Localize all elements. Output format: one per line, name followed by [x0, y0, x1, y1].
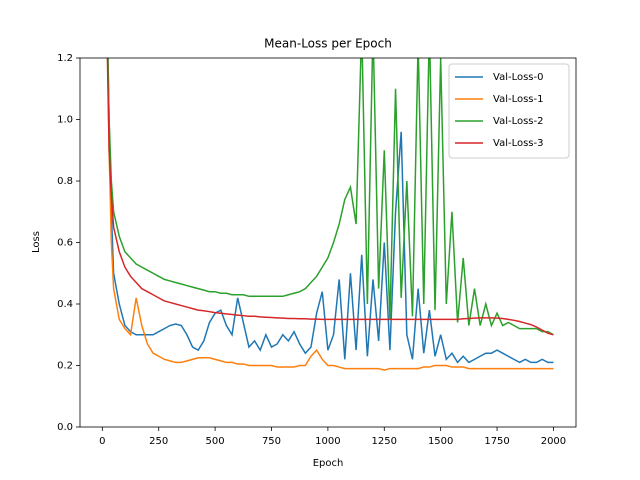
line-series — [106, 58, 554, 371]
y-tick-label: 0.4 — [57, 299, 73, 310]
y-tick-label: 1.0 — [57, 115, 73, 126]
x-tick-label: 750 — [262, 436, 281, 447]
y-tick-label: 1.2 — [57, 53, 73, 64]
x-tick-label: 500 — [206, 436, 225, 447]
x-tick-label: 2000 — [541, 436, 566, 447]
x-tick-label: 1750 — [484, 436, 509, 447]
y-tick-label: 0.2 — [57, 361, 73, 372]
line-series — [107, 58, 554, 336]
x-tick-label: 1000 — [315, 436, 340, 447]
axes-frame — [79, 57, 577, 428]
plot-area — [106, 58, 554, 371]
legend-label: Val-Loss-2 — [493, 116, 543, 127]
legend-label: Val-Loss-0 — [493, 72, 543, 83]
x-tick-label: 1250 — [372, 436, 397, 447]
y-tick-label: 0.8 — [57, 176, 73, 187]
line-series — [106, 58, 554, 336]
chart-title: Mean-Loss per Epoch — [264, 37, 392, 51]
x-axis-label: Epoch — [313, 458, 344, 469]
line-series — [107, 58, 554, 364]
y-tick-label: 0.6 — [57, 238, 73, 249]
x-tick-label: 250 — [149, 436, 168, 447]
legend-box — [448, 63, 570, 159]
legend-label: Val-Loss-3 — [493, 138, 543, 149]
x-tick-label: 1500 — [428, 436, 453, 447]
legend-label: Val-Loss-1 — [493, 94, 543, 105]
x-tick-label: 0 — [99, 436, 105, 447]
y-tick-label: 0.0 — [57, 422, 73, 433]
y-axis-label: Loss — [31, 231, 42, 253]
